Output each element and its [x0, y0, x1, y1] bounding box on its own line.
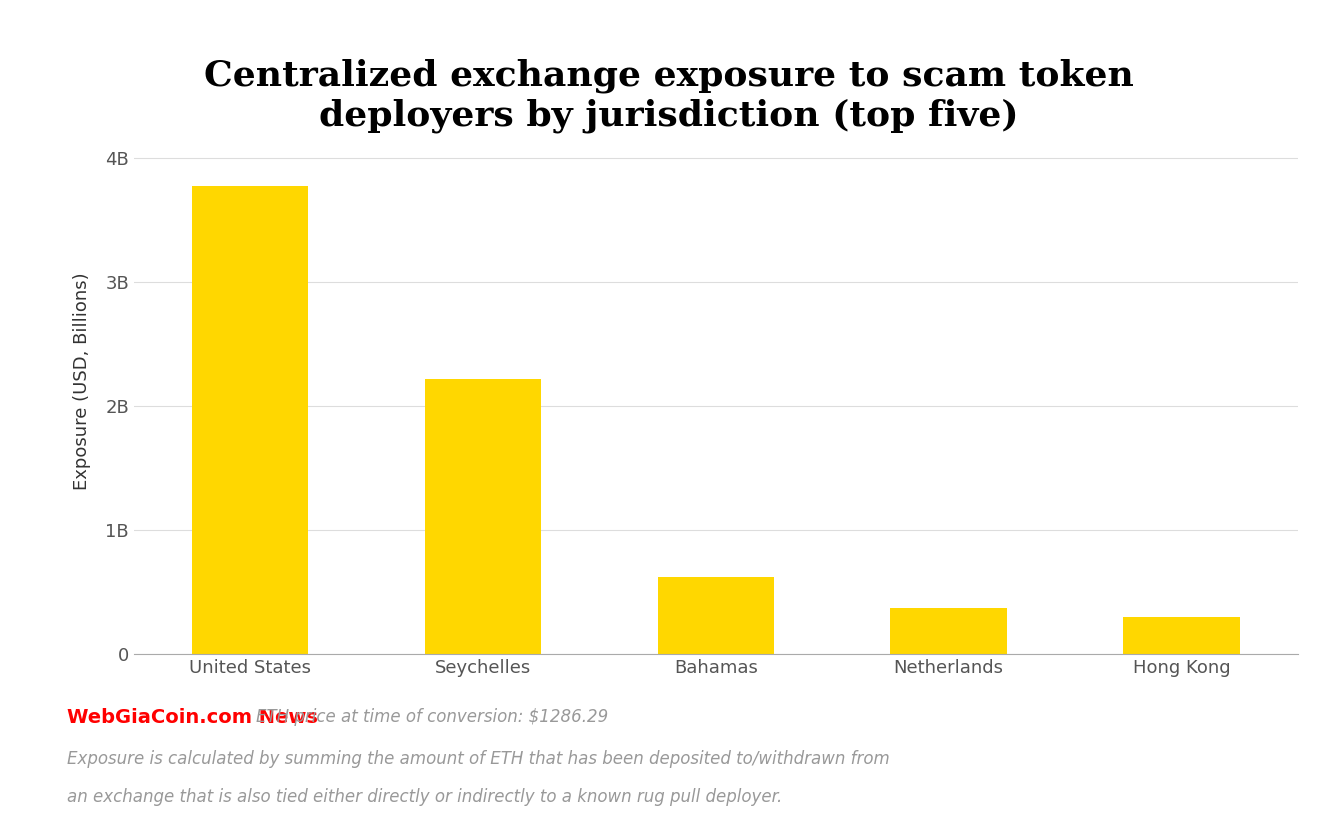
Bar [1124, 617, 1240, 654]
Bar [425, 379, 541, 654]
Y-axis label: Exposure (USD, Billions): Exposure (USD, Billions) [74, 272, 91, 490]
Text: WebGiaCoin.com News: WebGiaCoin.com News [67, 708, 318, 727]
Bar [658, 577, 775, 654]
Bar [891, 608, 1008, 654]
Text: an exchange that is also tied either directly or indirectly to a known rug pull : an exchange that is also tied either dir… [67, 788, 783, 805]
Text: ETH price at time of conversion: $1286.29: ETH price at time of conversion: $1286.2… [67, 708, 609, 726]
Text: Exposure is calculated by summing the amount of ETH that has been deposited to/w: Exposure is calculated by summing the am… [67, 750, 890, 768]
Text: Centralized exchange exposure to scam token
deployers by jurisdiction (top five): Centralized exchange exposure to scam to… [205, 59, 1133, 133]
Bar [193, 186, 308, 654]
